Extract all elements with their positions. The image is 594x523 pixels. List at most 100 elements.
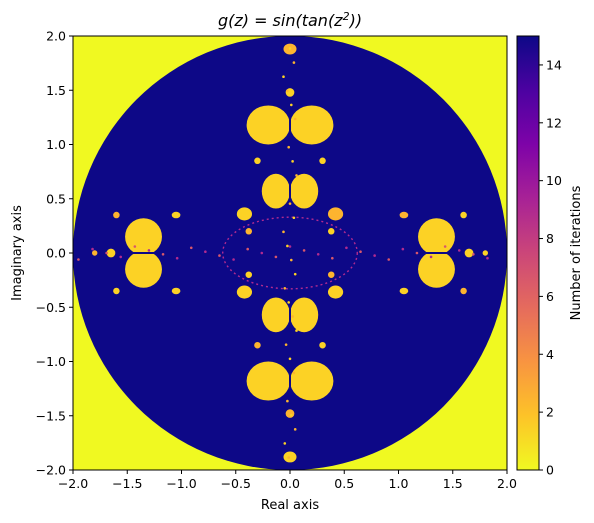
fractal-satellite bbox=[236, 207, 253, 221]
fractal-dust bbox=[283, 442, 287, 445]
colorbar-tick-label: 14 bbox=[546, 57, 562, 72]
fractal-bulb bbox=[290, 361, 334, 401]
colorbar-label: Number of iterations bbox=[569, 185, 584, 320]
fractal-dust bbox=[260, 251, 264, 255]
fractal-dust bbox=[316, 253, 320, 256]
fractal-dust bbox=[443, 245, 447, 248]
fractal-dust bbox=[218, 254, 221, 257]
fractal-dust bbox=[175, 256, 179, 260]
y-tick-label: −2.0 bbox=[36, 463, 66, 478]
colorbar-tick-label: 6 bbox=[546, 289, 554, 304]
fractal-satellite bbox=[460, 287, 467, 295]
fractal-dust bbox=[282, 75, 285, 78]
max-iteration-disk bbox=[73, 36, 507, 470]
colorbar-tick-label: 10 bbox=[546, 173, 562, 188]
colorbar-tick-label: 12 bbox=[546, 115, 562, 130]
fractal-bulb bbox=[418, 218, 455, 256]
fractal-dust bbox=[283, 131, 287, 135]
x-tick-label: −2.0 bbox=[58, 476, 88, 491]
fractal-dust bbox=[287, 456, 290, 459]
fractal-satellite bbox=[91, 250, 98, 256]
fractal-dust bbox=[415, 251, 419, 255]
fractal-dust bbox=[288, 245, 292, 248]
fractal-dust bbox=[291, 315, 294, 318]
colorbar-tick-label: 2 bbox=[546, 405, 554, 420]
fractal-dust bbox=[287, 301, 290, 304]
fractal-dust bbox=[429, 255, 433, 259]
fractal-satellite bbox=[113, 287, 120, 295]
x-tick-label: 0.5 bbox=[334, 476, 354, 491]
fractal-dust bbox=[246, 247, 249, 251]
fractal-bulb bbox=[125, 218, 162, 256]
fractal-dust bbox=[286, 244, 289, 248]
fractal-dust bbox=[288, 202, 292, 205]
y-tick-label: 2.0 bbox=[46, 29, 66, 44]
fractal-bulb bbox=[290, 297, 319, 333]
y-tick-label: 1.5 bbox=[46, 83, 66, 98]
fractal-satellite bbox=[171, 211, 181, 219]
y-axis: −2.0 −1.5 −1.0 −0.5 0.0 0.5 1.0 1.5 2.0 bbox=[36, 29, 73, 478]
y-tick-label: −1.0 bbox=[36, 354, 66, 369]
fractal-dust bbox=[331, 256, 334, 260]
x-tick-label: 1.5 bbox=[443, 476, 463, 491]
fractal-dust bbox=[291, 160, 294, 163]
fractal-satellite bbox=[319, 157, 326, 165]
x-tick-label: −1.0 bbox=[166, 476, 196, 491]
fractal-dust bbox=[292, 216, 296, 220]
fractal-satellite bbox=[319, 341, 326, 349]
fractal-bulb bbox=[246, 361, 290, 401]
fractal-satellite bbox=[327, 285, 344, 299]
colorbar-tick-label: 8 bbox=[546, 231, 554, 246]
fractal-dust bbox=[284, 188, 288, 191]
fractal-dust bbox=[119, 255, 123, 259]
fractal-dust bbox=[359, 250, 362, 253]
fractal-satellite bbox=[254, 157, 261, 165]
fractal-satellite bbox=[171, 287, 181, 295]
fractal-dust bbox=[302, 249, 306, 252]
fractal-satellite bbox=[285, 88, 295, 97]
fractal-dust bbox=[293, 428, 297, 431]
fractal-satellite bbox=[460, 211, 467, 219]
colorbar-tick-label: 4 bbox=[546, 347, 554, 362]
fractal-satellite bbox=[245, 228, 253, 235]
fractal-dust bbox=[373, 254, 376, 257]
colorbar-tick-label: 0 bbox=[546, 463, 554, 478]
fractal-satellite bbox=[106, 248, 116, 258]
fractal-dust bbox=[472, 253, 475, 256]
fractal-bulb bbox=[246, 105, 290, 145]
fractal-dust bbox=[292, 61, 296, 64]
fractal-satellite bbox=[399, 211, 409, 219]
fractal-dust bbox=[282, 385, 285, 389]
fractal-dust bbox=[290, 103, 293, 107]
fractal-dust bbox=[288, 47, 292, 50]
colorbar-axis: 0 2 4 6 8 10 12 14 bbox=[539, 57, 562, 478]
colorbar bbox=[516, 35, 540, 471]
fractal-bulb bbox=[125, 250, 162, 288]
fractal-bulb bbox=[290, 105, 334, 145]
fractal-satellite bbox=[236, 285, 253, 299]
x-tick-label: 2.0 bbox=[497, 476, 517, 491]
fractal-dust bbox=[161, 253, 165, 256]
fractal-satellite bbox=[285, 409, 295, 418]
fractal-dust bbox=[295, 329, 298, 332]
y-tick-label: −1.5 bbox=[36, 408, 66, 423]
x-axis: −2.0 −1.5 −1.0 −0.5 0.0 0.5 1.0 1.5 2.0 bbox=[58, 470, 517, 491]
fractal-dust bbox=[189, 246, 193, 250]
fractal-dust bbox=[204, 250, 207, 253]
fractal-dust bbox=[282, 230, 285, 234]
central-lens bbox=[222, 216, 358, 290]
fractal-dust bbox=[147, 249, 151, 252]
fractal-dust bbox=[295, 174, 298, 177]
fractal-satellite bbox=[283, 451, 297, 463]
y-tick-label: 0.0 bbox=[46, 246, 66, 261]
x-tick-label: −0.5 bbox=[221, 476, 251, 491]
fractal-dust bbox=[293, 117, 297, 121]
fractal-dust bbox=[293, 272, 297, 276]
fractal-satellite bbox=[327, 271, 335, 278]
y-tick-label: 1.0 bbox=[46, 137, 66, 152]
fractal-heatmap bbox=[73, 36, 507, 470]
fractal-dust bbox=[290, 258, 293, 262]
fractal-dust bbox=[77, 258, 80, 261]
fractal-dust bbox=[105, 251, 108, 255]
